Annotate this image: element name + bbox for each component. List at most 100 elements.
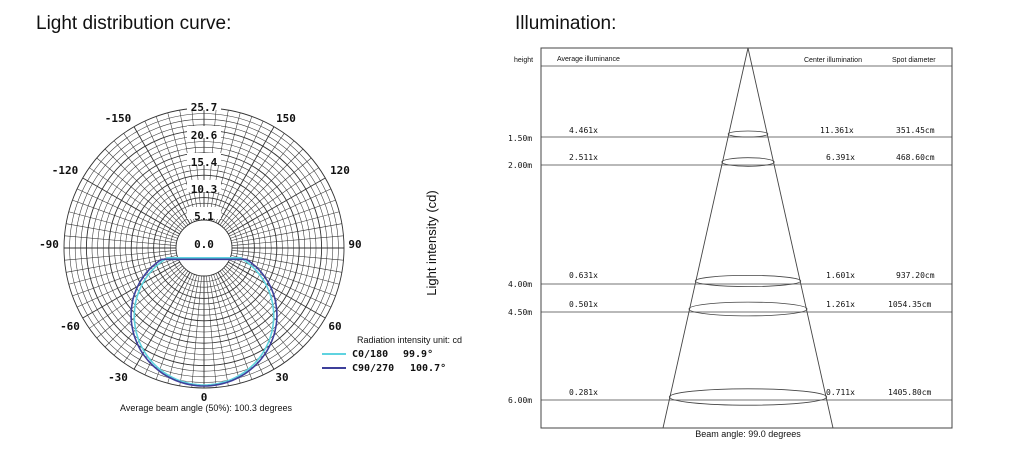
radial-label-0-0: 0.0 [194,238,214,251]
spot-ellipse [688,301,808,317]
grid-spoke [144,121,193,223]
grid-spoke [82,177,180,235]
grid-spoke [77,188,179,237]
angle-label-0: 0 [201,391,208,404]
legend-value-c0: 99.9° [403,349,433,360]
row4-center: 1.261x [826,300,855,309]
grid-spoke [72,199,178,239]
angle-label-neg120: -120 [52,164,79,177]
grid-spoke [223,267,304,348]
angle-label-neg90: -90 [39,238,59,251]
angle-label-neg30: -30 [108,371,128,384]
legend-label-c90: C90/270 [352,363,394,374]
grid-spoke [82,261,180,319]
grid-spoke [113,269,187,356]
grid-spoke [89,263,182,329]
angle-label-neg60: -60 [60,320,80,333]
row2-center: 6.391x [826,153,855,162]
grid-spoke [77,259,179,308]
light-curve-title: Light distribution curve: [36,13,232,34]
grid-spoke [221,269,295,356]
grid-spoke [66,252,177,273]
grid-spoke [144,273,193,375]
radial-label-25-7: 25.7 [191,101,218,114]
illumination-lines [541,47,952,429]
grid-spoke [228,177,326,235]
row1-spot: 351.45cm [896,126,935,135]
row3-height: 4.00m [508,280,532,289]
row1-height: 1.50m [508,134,532,143]
grid-spoke [210,274,241,384]
angle-label-neg150: -150 [105,112,132,125]
grid-spoke [231,250,344,261]
grid-spoke [155,274,195,380]
row1-average: 4.461x [569,126,598,135]
grid-spoke [213,274,253,380]
grid-spoke [68,254,178,285]
polar-curves [130,257,278,387]
row1-center: 11.361x [820,126,854,135]
row2-spot: 468.60cm [896,153,935,162]
radial-label-20-6: 20.6 [191,129,218,142]
spot-ellipse [721,157,775,167]
grid-spoke [230,211,340,242]
grid-spoke [89,167,182,233]
header-height: height [514,57,533,64]
grid-spoke [225,265,312,339]
header-spot-diameter: Spot diameter [892,57,936,64]
grid-spoke [219,133,285,226]
grid-spoke [229,259,331,308]
polar-grid [63,98,345,389]
angle-label-30: 30 [275,371,288,384]
radial-label-10-3: 10.3 [191,183,218,196]
radial-label-15-4: 15.4 [191,156,218,169]
grid-spoke [210,112,241,222]
angle-label-60: 60 [328,320,341,333]
row3-spot: 937.20cm [896,271,935,280]
grid-spoke [191,275,202,388]
grid-spoke [68,211,178,242]
grid-spoke [123,133,189,226]
grid-spoke [155,116,195,222]
grid-spoke [208,110,229,221]
grid-spoke [226,263,319,329]
grid-spoke [104,267,185,348]
grid-spoke [215,121,264,223]
legend-label-c0: C0/180 [352,349,388,360]
row5-height: 6.00m [508,396,532,405]
row5-average: 0.281x [569,388,598,397]
grid-spoke [221,140,295,227]
grid-spoke [228,261,326,319]
polar-ylabel: Light intensity (cd) [424,190,439,296]
grid-spoke [223,148,304,229]
grid-spoke [219,270,285,363]
grid-spoke [72,257,178,297]
grid-spoke [96,265,183,339]
spot-ellipse [727,130,769,138]
illumination-title: Illumination: [515,13,617,34]
row5-center: 0.711x [826,388,855,397]
grid-spoke [64,250,177,261]
grid-spoke [231,235,344,246]
grid-spoke [213,116,253,222]
polar-beam-note: Average beam angle (50%): 100.3 degrees [120,403,292,413]
grid-spoke [179,110,200,221]
row3-average: 0.631x [569,271,598,280]
grid-spoke [167,112,198,222]
grid-spoke [96,157,183,231]
grid-spoke [230,254,340,285]
grid-spoke [66,223,177,244]
row3-center: 1.601x [826,271,855,280]
radial-label-bg [187,153,221,165]
radial-label-bg [187,180,221,192]
grid-spoke [133,126,191,224]
grid-spoke [231,223,342,244]
curve-c90-270 [130,258,278,387]
cone-left-edge [662,47,749,429]
row5-spot: 1405.80cm [888,388,932,397]
row4-height: 4.50m [508,308,532,317]
spot-ellipse [668,388,828,406]
grid-spoke [226,167,319,233]
grid-spoke [104,148,185,229]
grid-spoke [225,157,312,231]
